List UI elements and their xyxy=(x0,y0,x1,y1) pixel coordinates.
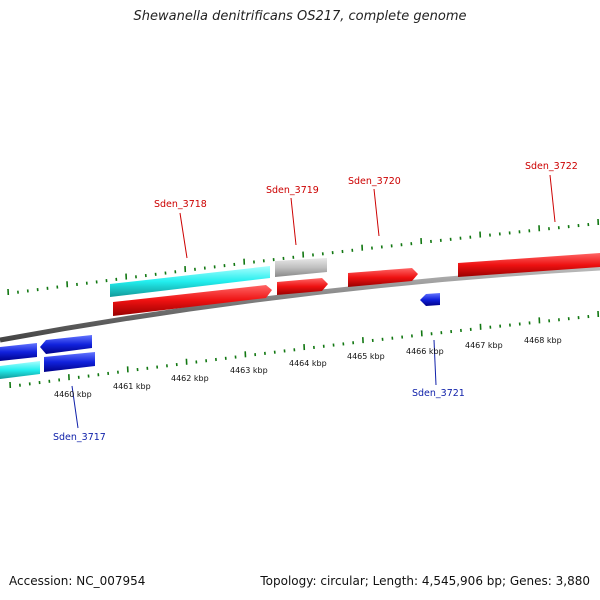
gene-label-sden3722[interactable]: Sden_3722 xyxy=(525,161,578,172)
accession-text: Accession: NC_007954 xyxy=(9,574,146,588)
scale-label: 4462 kbp xyxy=(171,374,209,383)
gene-label-sden3718[interactable]: Sden_3718 xyxy=(154,199,207,210)
scale-label: 4465 kbp xyxy=(347,352,385,361)
scale-label: 4464 kbp xyxy=(289,359,327,368)
gene-label-sden3719[interactable]: Sden_3719 xyxy=(266,185,319,196)
label-leaders xyxy=(71,174,556,429)
feature-cyan-left[interactable] xyxy=(0,361,40,379)
gene-label-sden3720[interactable]: Sden_3720 xyxy=(348,176,401,187)
genome-backbone xyxy=(0,265,600,343)
scale-label: 4460 kbp xyxy=(54,390,92,399)
genome-summary-text: Topology: circular; Length: 4,545,906 bp… xyxy=(260,574,590,588)
feature-blue-left-top[interactable] xyxy=(0,343,37,361)
gene-label-sden3721[interactable]: Sden_3721 xyxy=(412,388,465,399)
feature-red-3722[interactable] xyxy=(458,253,600,277)
feature-blue-3717b[interactable] xyxy=(44,352,95,372)
outer-tick-track xyxy=(7,218,600,296)
feature-gray-sden3719[interactable] xyxy=(275,258,327,277)
scale-label: 4461 kbp xyxy=(113,382,151,391)
feature-blue-3721[interactable] xyxy=(420,293,440,306)
scale-label: 4463 kbp xyxy=(230,366,268,375)
feature-red-3720[interactable] xyxy=(348,268,418,287)
inner-tick-track xyxy=(9,310,600,389)
scale-label: 4468 kbp xyxy=(524,336,562,345)
gene-label-sden3717[interactable]: Sden_3717 xyxy=(53,432,106,443)
scale-label: 4466 kbp xyxy=(406,347,444,356)
feature-blue-3717a[interactable] xyxy=(40,335,92,354)
feature-cyan-upper[interactable] xyxy=(110,266,270,297)
feature-red-3718[interactable] xyxy=(113,285,272,316)
map-title: Shewanella denitrificans OS217, complete… xyxy=(133,9,467,24)
feature-red-3719[interactable] xyxy=(277,278,328,295)
scale-label: 4467 kbp xyxy=(465,341,503,350)
